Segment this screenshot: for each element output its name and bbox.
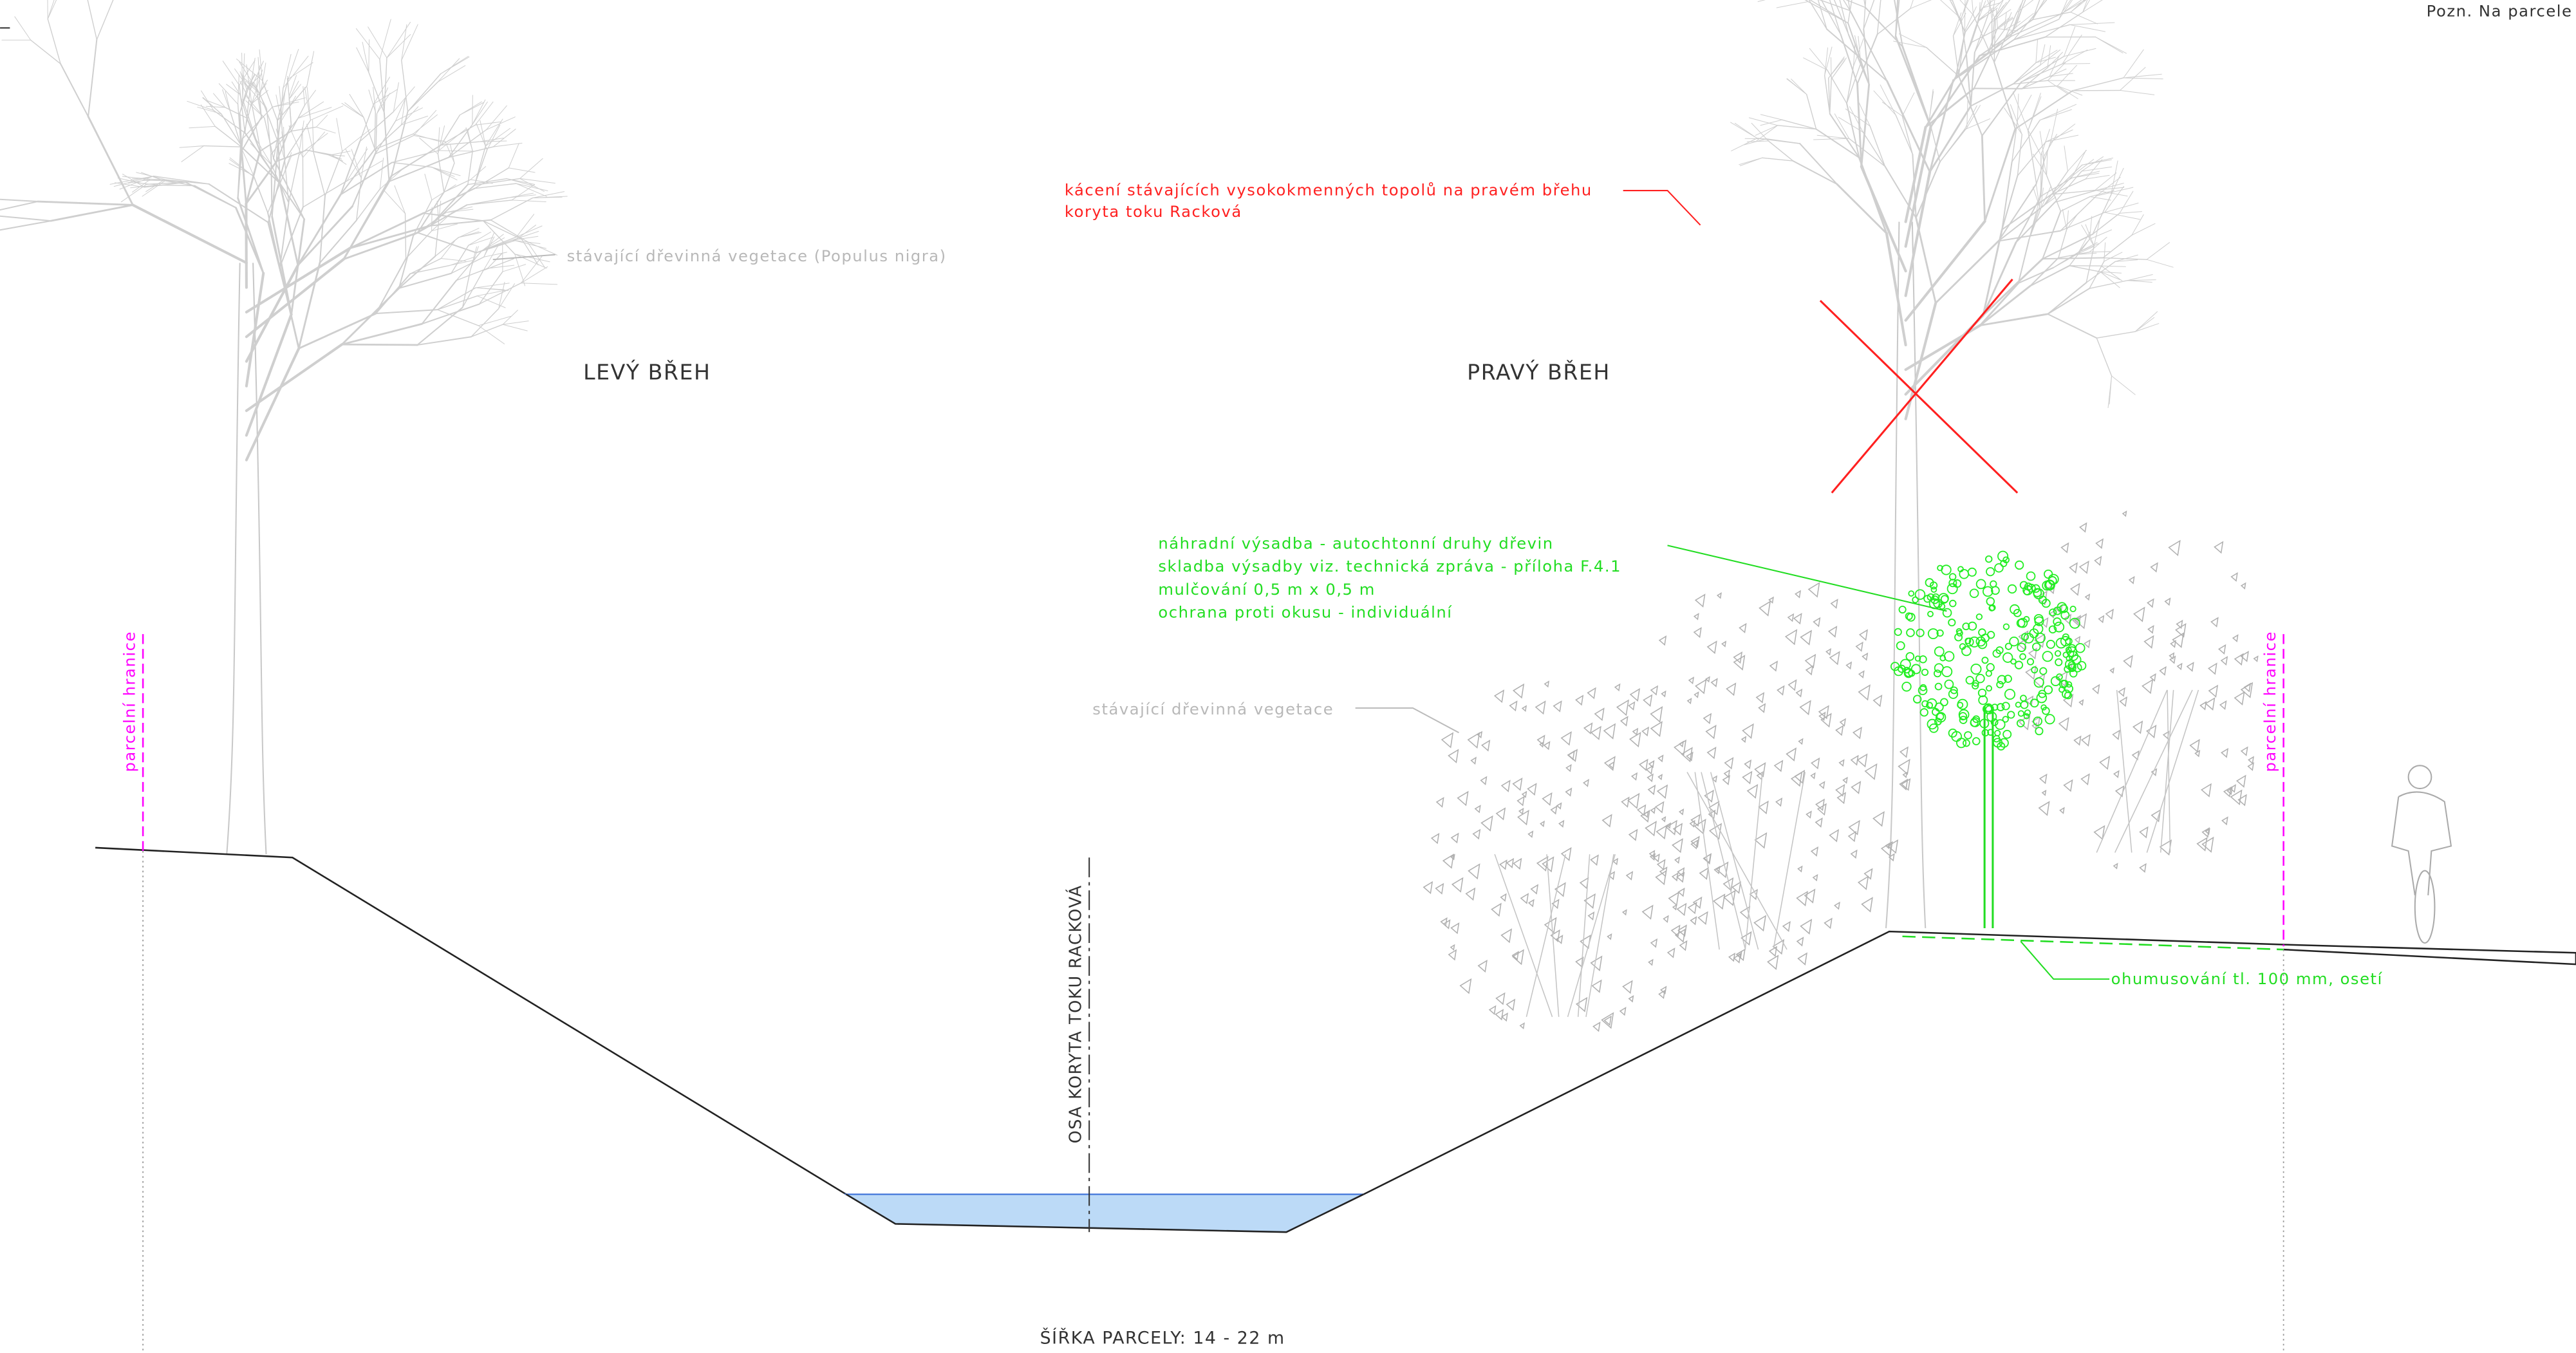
replanting-label: skladba výsadby viz. technická zpráva - … xyxy=(1158,557,1621,575)
parcel-label: parcelní hranice xyxy=(2261,631,2279,772)
bank-label: LEVÝ BŘEH xyxy=(583,359,711,385)
topsoil-label: ohumusování tl. 100 mm, osetí xyxy=(2111,969,2383,988)
parcel-label: parcelní hranice xyxy=(120,631,138,772)
drawing: Pozn. Na parcele parcelní hranice parcel… xyxy=(0,0,2576,1353)
felling-label: koryta toku Racková xyxy=(1065,202,1242,221)
branch xyxy=(246,204,247,288)
note: Pozn. Na parcele xyxy=(2427,2,2573,21)
replanting-label: náhradní výsadba - autochtonní druhy dře… xyxy=(1158,534,1553,552)
branch xyxy=(432,207,433,231)
background xyxy=(0,0,2576,1353)
axis-label: OSA KORYTA TOKU RACKOVÁ xyxy=(1066,884,1085,1143)
replanting-label: mulčování 0,5 m x 0,5 m xyxy=(1158,580,1376,599)
width-label: ŠÍŘKA PARCELY: 14 - 22 m xyxy=(1040,1328,1285,1348)
bank-label: PRAVÝ BŘEH xyxy=(1467,359,1610,385)
branch xyxy=(342,344,417,345)
branch xyxy=(472,95,473,125)
felling-label: kácení stávajících vysokokmenných topolů… xyxy=(1065,181,1592,200)
replanting-label: ochrana proti okusu - individuální xyxy=(1158,603,1452,622)
vegetation-label: stávající dřevinná vegetace (Populus nig… xyxy=(567,247,947,265)
vegetation-label: stávající dřevinná vegetace xyxy=(1092,700,1334,718)
